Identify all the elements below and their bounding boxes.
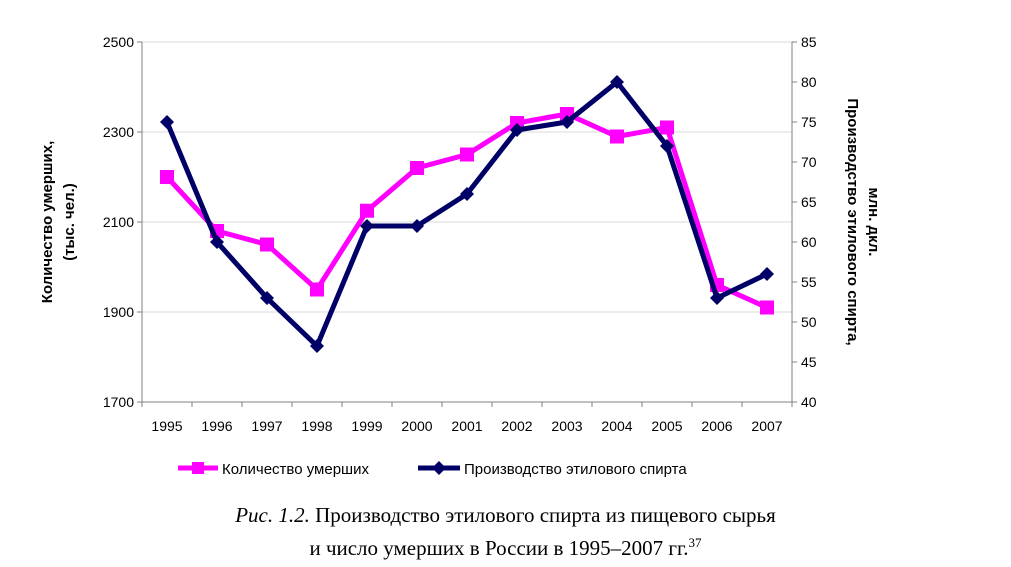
series-1-marker xyxy=(710,291,724,305)
chart-axes xyxy=(137,41,797,407)
left-axis-title-line1: Количество умерших, xyxy=(39,141,56,304)
series-0-marker xyxy=(610,129,624,144)
series-0-marker xyxy=(310,282,324,297)
legend: Количество умерших Производство этиловог… xyxy=(178,461,687,478)
series-1-marker xyxy=(210,235,224,249)
legend-item-ethanol: Производство этилового спирта xyxy=(418,461,687,478)
series-0-marker xyxy=(460,147,474,162)
x-tick-label: 2001 xyxy=(451,418,482,434)
series-0-marker xyxy=(760,300,774,315)
figure-caption: Рис. 1.2. Производство этилового спирта … xyxy=(0,502,1011,562)
caption-footnote: 37 xyxy=(688,535,702,550)
left-axis-title-line2: (тыс. чел.) xyxy=(61,183,78,261)
right-axis-title-line2: млн. дкл. xyxy=(865,188,882,257)
caption-text1: Производство этилового спирта из пищевог… xyxy=(309,503,776,527)
x-tick-label: 1999 xyxy=(351,418,382,434)
series-1-marker xyxy=(760,267,774,281)
series-0-marker xyxy=(260,237,274,252)
series-1-marker xyxy=(360,219,374,233)
left-tick-label: 1700 xyxy=(103,394,134,410)
x-tick-label: 2007 xyxy=(751,418,782,434)
series-1-marker xyxy=(160,115,174,129)
series-1-marker xyxy=(560,115,574,129)
legend-label-deaths: Количество умерших xyxy=(222,461,369,478)
x-tick-label: 2000 xyxy=(401,418,432,434)
left-tick-label: 2100 xyxy=(103,214,134,230)
right-axis-ticks: 40 45 50 55 60 65 70 75 80 85 xyxy=(801,34,817,410)
series-1-marker xyxy=(460,187,474,201)
x-tick-label: 2002 xyxy=(501,418,532,434)
caption-line2: и число умерших в России в 1995–2007 гг.… xyxy=(0,529,1011,562)
series-1-marker xyxy=(610,75,624,89)
x-tick-label: 2006 xyxy=(701,418,732,434)
caption-line1: Рис. 1.2. Производство этилового спирта … xyxy=(0,502,1011,529)
right-tick-label: 55 xyxy=(801,274,817,290)
x-tick-label: 1997 xyxy=(251,418,282,434)
right-tick-label: 80 xyxy=(801,74,817,90)
series-0-marker xyxy=(660,120,674,135)
series-0-marker xyxy=(360,203,374,218)
x-tick-label: 2004 xyxy=(601,418,632,434)
series-1-marker xyxy=(510,123,524,137)
left-axis-ticks: 1700 1900 2100 2300 2500 xyxy=(103,34,134,410)
left-tick-label: 2300 xyxy=(103,124,134,140)
x-tick-label: 1996 xyxy=(201,418,232,434)
series-line-1 xyxy=(164,78,769,351)
series-layer xyxy=(160,75,774,353)
x-tick-label: 2005 xyxy=(651,418,682,434)
x-tick-label: 1995 xyxy=(151,418,182,434)
x-tick-label: 1998 xyxy=(301,418,332,434)
x-tick-label: 2003 xyxy=(551,418,582,434)
right-tick-label: 75 xyxy=(801,114,817,130)
series-1-marker xyxy=(260,291,274,305)
left-tick-label: 1900 xyxy=(103,304,134,320)
series-1-marker xyxy=(660,139,674,153)
right-tick-label: 85 xyxy=(801,34,817,50)
chart: 1700 1900 2100 2300 2500 40 45 50 55 60 65 70 75 80 8… xyxy=(39,34,882,478)
right-tick-label: 70 xyxy=(801,154,817,170)
series-1-marker xyxy=(310,339,324,353)
right-tick-label: 50 xyxy=(801,314,817,330)
left-tick-label: 2500 xyxy=(103,34,134,50)
series-1-marker xyxy=(410,219,424,233)
right-tick-label: 40 xyxy=(801,394,817,410)
right-axis-title-line1: Производство этилового спирта, xyxy=(844,98,861,345)
caption-text2: и число умерших в России в 1995–2007 гг. xyxy=(309,536,689,560)
legend-label-ethanol: Производство этилового спирта xyxy=(464,461,687,478)
right-tick-label: 65 xyxy=(801,194,817,210)
series-0-marker xyxy=(160,170,174,184)
right-tick-label: 45 xyxy=(801,354,817,370)
caption-label: Рис. 1.2. xyxy=(235,503,310,527)
series-0-marker xyxy=(410,161,424,175)
x-axis-ticks: 1995 1996 1997 1998 1999 2000 2001 2002 2003 2004… xyxy=(151,418,782,434)
series-line-0 xyxy=(165,111,769,310)
legend-item-deaths: Количество умерших xyxy=(178,461,369,478)
right-tick-label: 60 xyxy=(801,234,817,250)
